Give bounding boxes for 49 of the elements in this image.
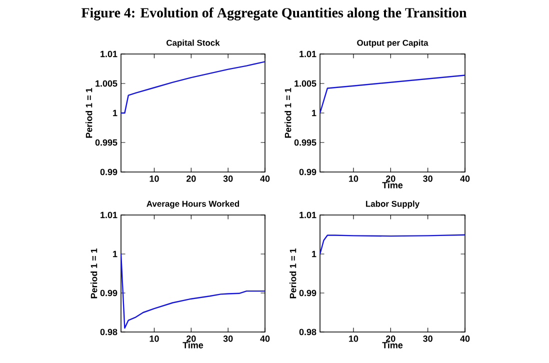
- x-tick-label: 10: [150, 336, 159, 342]
- y-tick-label: 1: [312, 110, 316, 116]
- y-tick-label: 0.99: [299, 290, 316, 296]
- chart-title: Average Hours Worked: [146, 200, 240, 208]
- y-tick-label: 1: [113, 110, 118, 116]
- x-tick-label: 20: [386, 336, 396, 342]
- y-tick-label: 1: [113, 250, 118, 258]
- x-tick-label: 40: [460, 176, 470, 182]
- x-tick-label: 20: [186, 176, 196, 182]
- x-axis-title: Time: [382, 342, 403, 348]
- y-tick-label: 0.99: [299, 168, 316, 176]
- chart-title: Labor Supply: [366, 200, 420, 208]
- y-tick-label: 0.99: [100, 290, 118, 296]
- x-tick-label: 30: [423, 336, 432, 342]
- x-axis-title: Time: [382, 182, 403, 188]
- x-tick-label: 20: [186, 336, 196, 342]
- x-tick-label: 30: [423, 176, 432, 182]
- y-tick-label: 0.995: [95, 139, 118, 146]
- y-axis-title: Period 1 = 1: [290, 248, 296, 298]
- x-tick-label: 40: [460, 336, 470, 342]
- x-tick-label: 10: [349, 336, 358, 342]
- y-tick-label: 1.01: [100, 50, 118, 58]
- y-tick-label: 1.01: [100, 212, 118, 218]
- line-series: [121, 61, 266, 114]
- y-tick-label: 1.005: [294, 80, 316, 87]
- line-series: [121, 253, 266, 329]
- y-tick-label: 1.01: [300, 50, 316, 58]
- x-tick-label: 10: [349, 176, 358, 182]
- x-tick-label: 10: [150, 176, 159, 182]
- x-axis-title: Time: [182, 342, 204, 348]
- y-tick-label: 0.995: [294, 139, 316, 146]
- y-tick-label: 1: [312, 250, 316, 258]
- y-axis-title: Period 1 = 1: [90, 248, 98, 298]
- x-tick-label: 30: [223, 336, 233, 342]
- y-tick-label: 0.98: [299, 328, 316, 336]
- y-axis-title: Period 1 = 1: [86, 88, 92, 138]
- line-series: [320, 234, 466, 255]
- caption: Figure 4: Evolution of Aggregate Quantities along the Transition: [81, 8, 467, 20]
- y-axis-title: Period 1 = 1: [284, 88, 292, 138]
- y-tick-label: 1.005: [96, 80, 118, 87]
- x-tick-label: 30: [223, 176, 233, 182]
- x-tick-label: 40: [260, 336, 270, 342]
- y-tick-label: 0.98: [100, 328, 118, 336]
- x-tick-label: 20: [386, 176, 396, 182]
- chart-title: Output per Capita: [357, 40, 428, 48]
- y-tick-label: 1.01: [300, 212, 316, 218]
- chart-title: Capital Stock: [166, 40, 220, 48]
- x-tick-label: 40: [260, 176, 270, 182]
- y-tick-label: 0.99: [100, 168, 118, 176]
